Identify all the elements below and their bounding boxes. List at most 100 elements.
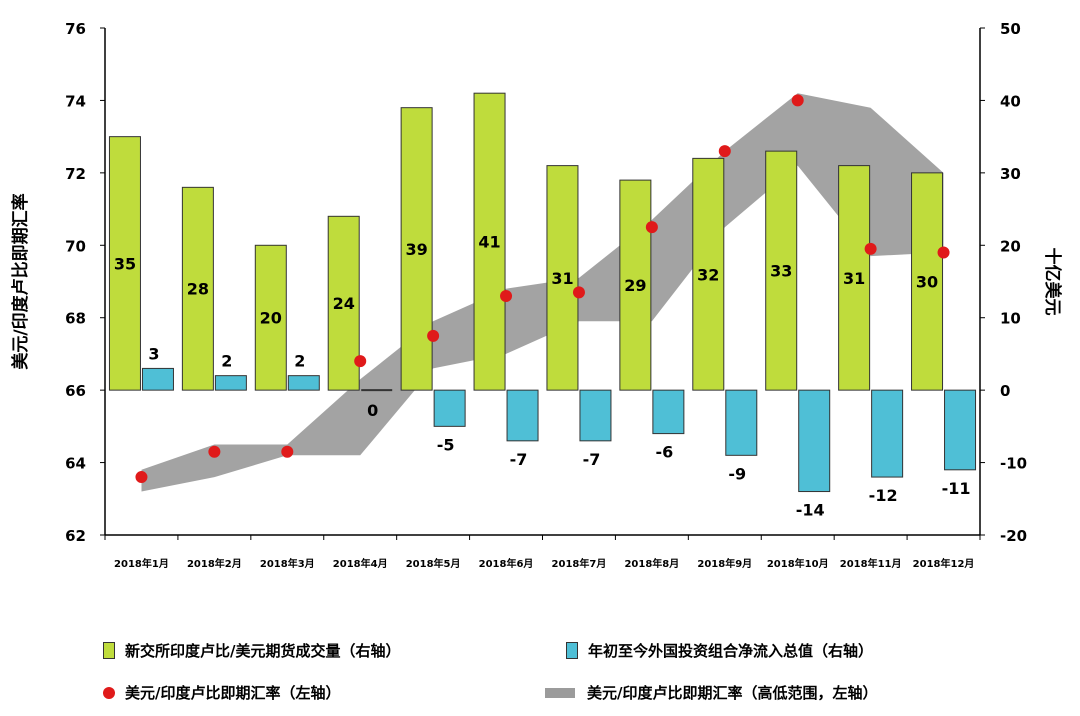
- bar-volume: [108, 136, 141, 391]
- left-tick-label: 66: [65, 382, 86, 400]
- legend-item-range: 美元/印度卢比即期汇率（高低范围，左轴）: [545, 682, 877, 703]
- legend-item-volume: 新交所印度卢比/美元期货成交量（右轴）: [103, 640, 400, 661]
- right-tick-label: 40: [1000, 92, 1021, 110]
- data-label-inflow: 2: [221, 352, 232, 371]
- left-tick-label: 76: [65, 20, 86, 38]
- spot-rate-point: [427, 329, 440, 342]
- x-tick-label: 2018年1月: [114, 557, 169, 570]
- x-tick-label: 2018年2月: [187, 557, 242, 570]
- spot-rate-point: [864, 242, 877, 255]
- spot-rate-point: [791, 94, 804, 107]
- bar-inflow: [725, 389, 758, 456]
- bar-inflow: [652, 389, 685, 435]
- legend-swatch-inflow: [566, 642, 578, 659]
- legend-swatch-volume: [103, 642, 115, 659]
- spot-rate-point: [208, 445, 221, 458]
- left-tick-label: 72: [65, 165, 86, 183]
- data-label-volume: 20: [260, 309, 282, 328]
- data-label-inflow: -7: [510, 450, 528, 469]
- x-tick-label: 2018年6月: [479, 557, 534, 570]
- data-label-volume: 24: [333, 294, 355, 313]
- left-tick-label: 68: [65, 310, 86, 328]
- data-label-inflow: -9: [728, 464, 746, 483]
- x-tick-label: 2018年4月: [333, 557, 388, 570]
- right-tick-label: 30: [1000, 165, 1021, 183]
- data-label-inflow: -7: [583, 450, 601, 469]
- bars-layer: [108, 92, 977, 493]
- left-axis-title: 美元/印度卢比即期汇率: [10, 193, 31, 369]
- data-label-inflow: -6: [655, 443, 673, 462]
- data-label-inflow: 2: [294, 352, 305, 371]
- legend-label-inflow: 年初至今外国投资组合净流入总值（右轴）: [588, 642, 874, 660]
- x-tick-label: 2018年10月: [767, 557, 829, 570]
- bar-volume: [546, 165, 579, 391]
- range-band: [141, 93, 944, 492]
- right-axis-title: 十亿美元: [1042, 248, 1063, 316]
- bar-volume: [838, 165, 871, 391]
- bar-inflow: [944, 389, 977, 471]
- legend-item-spot: 美元/印度卢比即期汇率（左轴）: [103, 682, 340, 703]
- bar-inflow: [214, 375, 247, 391]
- spot-rate-point: [572, 286, 585, 299]
- x-tick-label: 2018年12月: [913, 557, 975, 570]
- legend-item-inflow: 年初至今外国投资组合净流入总值（右轴）: [566, 640, 873, 661]
- data-label-volume: 31: [551, 269, 573, 288]
- data-label-volume: 29: [624, 276, 646, 295]
- left-tick-label: 62: [65, 527, 86, 545]
- x-tick-label: 2018年11月: [840, 557, 902, 570]
- right-tick-label: 10: [1000, 310, 1021, 328]
- spot-rate-point: [354, 355, 367, 368]
- data-label-volume: 32: [697, 265, 719, 284]
- x-tick-label: 2018年7月: [552, 557, 607, 570]
- legend-label-range: 美元/印度卢比即期汇率（高低范围，左轴）: [587, 684, 878, 702]
- left-tick-label: 70: [65, 237, 86, 255]
- data-label-volume: 33: [770, 262, 792, 281]
- x-tick-label: 2018年3月: [260, 557, 315, 570]
- spot-rate-point: [937, 246, 950, 259]
- data-label-volume: 41: [478, 233, 500, 252]
- right-tick-label: 50: [1000, 20, 1021, 38]
- data-label-inflow: -11: [942, 479, 971, 498]
- bar-volume: [327, 215, 360, 391]
- right-tick-label: 0: [1000, 382, 1010, 400]
- right-tick-label: -10: [1000, 455, 1027, 473]
- bar-inflow: [871, 389, 904, 478]
- bar-inflow: [287, 375, 320, 391]
- left-tick-label: 74: [65, 92, 86, 110]
- x-tick-label: 2018年9月: [697, 557, 752, 570]
- x-tick-label: 2018年5月: [406, 557, 461, 570]
- bar-volume: [692, 157, 725, 391]
- bar-inflow: [433, 389, 466, 427]
- spot-rate-point: [500, 289, 513, 302]
- data-label-inflow: 3: [148, 344, 159, 363]
- bar-inflow: [506, 389, 539, 442]
- legend-label-volume: 新交所印度卢比/美元期货成交量（右轴）: [125, 642, 401, 660]
- bar-volume: [911, 172, 944, 391]
- spot-rate-point: [135, 471, 148, 484]
- data-label-inflow: 0: [367, 401, 378, 420]
- data-label-volume: 31: [843, 269, 865, 288]
- range-band-layer: [141, 93, 944, 492]
- bar-volume: [181, 186, 214, 391]
- right-tick-label: 20: [1000, 237, 1021, 255]
- bar-inflow: [798, 389, 831, 493]
- axes-layer: [100, 27, 985, 540]
- bar-volume: [765, 150, 798, 391]
- data-label-volume: 30: [916, 273, 938, 292]
- spot-rate-point: [645, 221, 658, 234]
- data-label-inflow: -14: [796, 501, 825, 520]
- legend-label-spot: 美元/印度卢比即期汇率（左轴）: [125, 684, 341, 702]
- labels-layer: 6264666870727476-20-10010203040502018年1月…: [10, 20, 1063, 570]
- dots-layer: [135, 94, 950, 484]
- bar-inflow: [579, 389, 612, 442]
- data-label-volume: 35: [114, 254, 136, 273]
- right-tick-label: -20: [1000, 527, 1027, 545]
- left-tick-label: 64: [65, 455, 86, 473]
- legend-swatch-spot: [103, 686, 115, 699]
- data-label-volume: 28: [187, 280, 209, 299]
- data-label-volume: 39: [405, 240, 427, 259]
- data-label-inflow: -5: [437, 435, 455, 454]
- bar-inflow: [141, 367, 174, 391]
- x-tick-label: 2018年8月: [624, 557, 679, 570]
